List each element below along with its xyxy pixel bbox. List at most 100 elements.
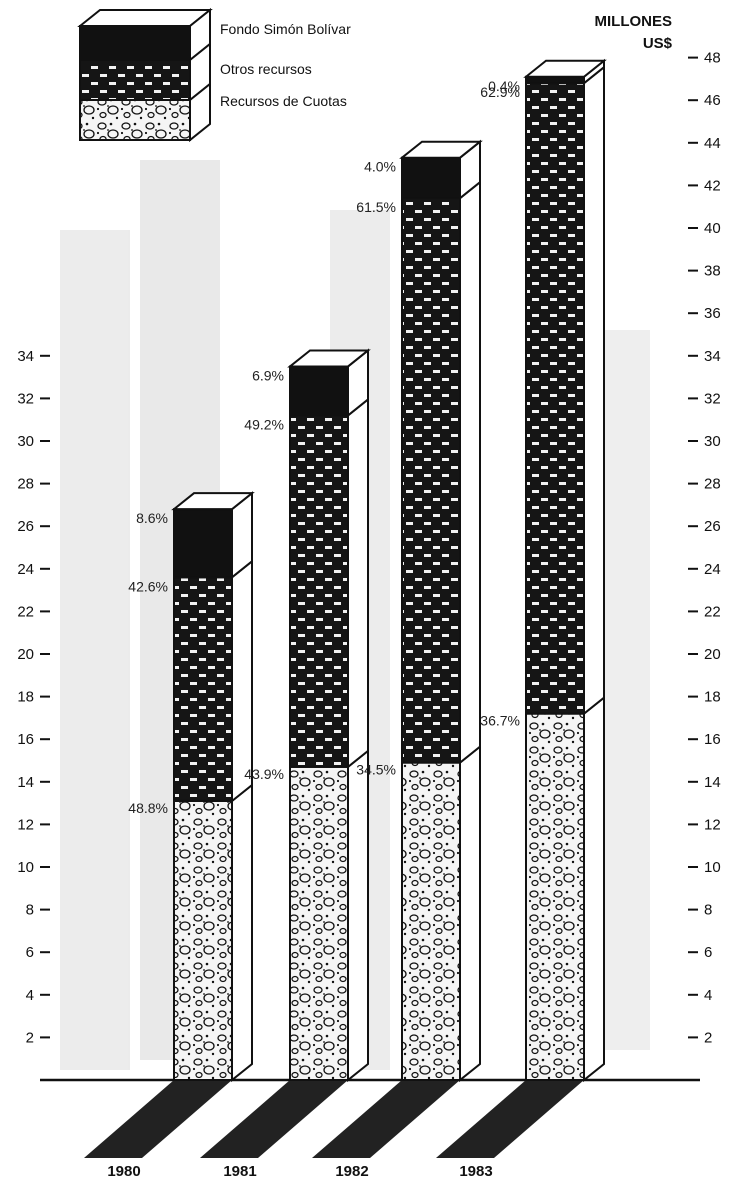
left-tick-label: 16 [17, 731, 34, 748]
legend-label-otros: Otros recursos [220, 61, 312, 77]
right-tick-label: 40 [704, 220, 721, 237]
left-tick-label: 32 [17, 390, 34, 407]
percent-label-fondo: 6.9% [252, 367, 284, 383]
unit-label-line1: MILLONES [595, 13, 673, 30]
right-tick-label: 42 [704, 177, 721, 194]
left-tick-label: 10 [17, 859, 34, 876]
bar-1981 [200, 348, 371, 1158]
bar-side-otros [459, 180, 481, 765]
percent-labels: 48.8% 42.6% 8.6% 43.9% 49.2% 6.9% 34.5% 61.5% 4.… [128, 78, 520, 816]
bar-side-otros [583, 65, 605, 716]
bar-shadow [436, 1080, 584, 1158]
right-tick-label: 12 [704, 816, 721, 833]
bar-segment-fondo [401, 156, 461, 200]
right-tick-label: 26 [704, 518, 721, 535]
right-tick-label: 20 [704, 646, 721, 663]
bar-segment-fondo [173, 508, 233, 579]
left-tick-label: 30 [17, 433, 34, 450]
legend-item-otros: Otros recursos [79, 41, 312, 103]
left-tick-label: 22 [17, 603, 34, 620]
right-tick-label: 38 [704, 263, 721, 280]
left-tick-label: 28 [17, 476, 34, 493]
left-tick-label: 14 [17, 774, 34, 791]
percent-label-otros: 61.5% [356, 199, 396, 215]
bar-side-cuotas [347, 748, 369, 1083]
right-tick-label: 46 [704, 92, 721, 109]
percent-label-otros: 42.6% [128, 578, 168, 594]
year-label: 1982 [335, 1163, 368, 1180]
bar-segment-otros [289, 414, 349, 768]
percent-label-fondo: 4.0% [364, 159, 396, 175]
bar-shadow [200, 1080, 348, 1158]
bar-top-face [399, 140, 483, 159]
bar-side-cuotas [231, 782, 253, 1083]
bar-top-face [523, 59, 607, 78]
legend-label-fondo: Fondo Simón Bolívar [220, 21, 351, 37]
right-tick-label: 34 [704, 348, 721, 365]
left-tick-label: 4 [26, 987, 34, 1004]
left-tick-label: 8 [26, 902, 34, 919]
bar-top-face [171, 492, 255, 511]
bar-top-face [287, 349, 371, 368]
bar-shadow [312, 1080, 460, 1158]
bar-shadow [84, 1080, 232, 1158]
bar-segment-otros [525, 82, 585, 715]
right-tick-label: 22 [704, 603, 721, 620]
right-tick-label: 44 [704, 135, 721, 152]
bar-side-cuotas [459, 744, 481, 1083]
right-tick-label: 24 [704, 561, 721, 578]
right-tick-label: 16 [704, 731, 721, 748]
percent-label-cuotas: 36.7% [480, 713, 520, 729]
left-tick-label: 24 [17, 561, 34, 578]
percent-label-otros: 49.2% [244, 416, 284, 432]
bar-segment-cuotas [173, 799, 233, 1081]
bar-1982 [312, 139, 483, 1158]
percent-label-fondo: 8.6% [136, 510, 168, 526]
percent-label-fondo: 0.4% [488, 78, 520, 94]
bar-segment-otros [173, 576, 233, 802]
right-tick-label: 30 [704, 433, 721, 450]
bar-segment-fondo [289, 365, 349, 417]
bar-1983 [436, 58, 607, 1158]
right-tick-label: 2 [704, 1029, 712, 1046]
left-tick-label: 34 [17, 348, 34, 365]
percent-label-cuotas: 43.9% [244, 766, 284, 782]
right-tick-label: 32 [704, 390, 721, 407]
right-tick-label: 14 [704, 774, 721, 791]
left-tick-label: 18 [17, 689, 34, 706]
percent-label-cuotas: 48.8% [128, 800, 168, 816]
year-label: 1983 [459, 1163, 492, 1180]
bar-segment-cuotas [401, 761, 461, 1081]
right-tick-label: 18 [704, 689, 721, 706]
year-label: 1981 [223, 1163, 256, 1180]
left-tick-label: 12 [17, 816, 34, 833]
bar-side-cuotas [583, 695, 605, 1083]
right-tick-label: 8 [704, 902, 712, 919]
legend: Fondo Simón Bolívar Otros recursos Recur… [77, 7, 351, 143]
right-tick-label: 28 [704, 476, 721, 493]
bars [84, 58, 607, 1158]
right-tick-label: 10 [704, 859, 721, 876]
right-tick-label: 36 [704, 305, 721, 322]
right-tick-label: 48 [704, 50, 721, 67]
legend-label-cuotas: Recursos de Cuotas [220, 93, 347, 109]
bar-1980 [84, 491, 255, 1158]
bar-side-otros [347, 397, 369, 769]
unit-label-line2: US$ [643, 35, 673, 52]
right-tick-label: 4 [704, 987, 712, 1004]
percent-label-otros: 62.9% [480, 84, 520, 100]
left-tick-label: 2 [26, 1029, 34, 1046]
left-tick-label: 6 [26, 944, 34, 961]
percent-label-cuotas: 34.5% [356, 762, 396, 778]
bar-segment-cuotas [525, 712, 585, 1081]
left-tick-label: 20 [17, 646, 34, 663]
right-axis: 2468101214161820222426283032343638404244… [688, 50, 721, 1046]
bar-segment-cuotas [289, 765, 349, 1081]
year-label: 1980 [107, 1163, 140, 1180]
year-labels: 1980 1981 1982 1983 [107, 1163, 492, 1180]
left-tick-label: 26 [17, 518, 34, 535]
bar-segment-otros [401, 197, 461, 764]
right-tick-label: 6 [704, 944, 712, 961]
